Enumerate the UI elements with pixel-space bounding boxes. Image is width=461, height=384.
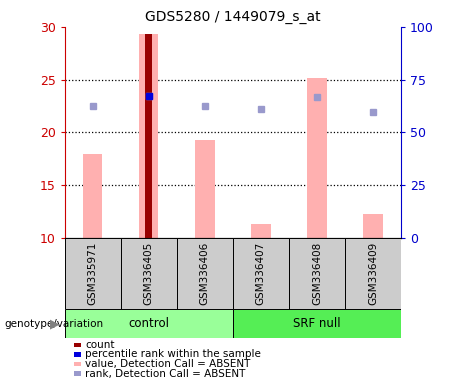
Text: ▶: ▶ — [50, 317, 60, 330]
Text: GSM336405: GSM336405 — [144, 242, 154, 305]
Text: rank, Detection Call = ABSENT: rank, Detection Call = ABSENT — [85, 369, 246, 379]
Text: percentile rank within the sample: percentile rank within the sample — [85, 349, 261, 359]
Bar — [251, 224, 271, 238]
Text: control: control — [128, 317, 169, 330]
Text: GSM335971: GSM335971 — [88, 242, 98, 305]
Bar — [233, 238, 289, 309]
Bar — [363, 214, 383, 238]
Text: GSM336407: GSM336407 — [256, 242, 266, 305]
Bar — [145, 34, 152, 238]
Text: GSM336409: GSM336409 — [368, 242, 378, 305]
Text: count: count — [85, 340, 115, 350]
Title: GDS5280 / 1449079_s_at: GDS5280 / 1449079_s_at — [145, 10, 320, 25]
Text: GSM336406: GSM336406 — [200, 242, 210, 305]
Bar — [83, 154, 102, 238]
Bar — [233, 309, 401, 338]
Text: value, Detection Call = ABSENT: value, Detection Call = ABSENT — [85, 359, 251, 369]
Bar — [121, 238, 177, 309]
Text: genotype/variation: genotype/variation — [5, 318, 104, 329]
Bar — [65, 238, 121, 309]
Bar — [307, 78, 327, 238]
Bar — [139, 34, 159, 238]
Bar — [177, 238, 233, 309]
Text: GSM336408: GSM336408 — [312, 242, 322, 305]
Bar — [195, 140, 214, 238]
Bar — [289, 238, 345, 309]
Bar — [345, 238, 401, 309]
Bar — [65, 309, 233, 338]
Text: SRF null: SRF null — [293, 317, 341, 330]
